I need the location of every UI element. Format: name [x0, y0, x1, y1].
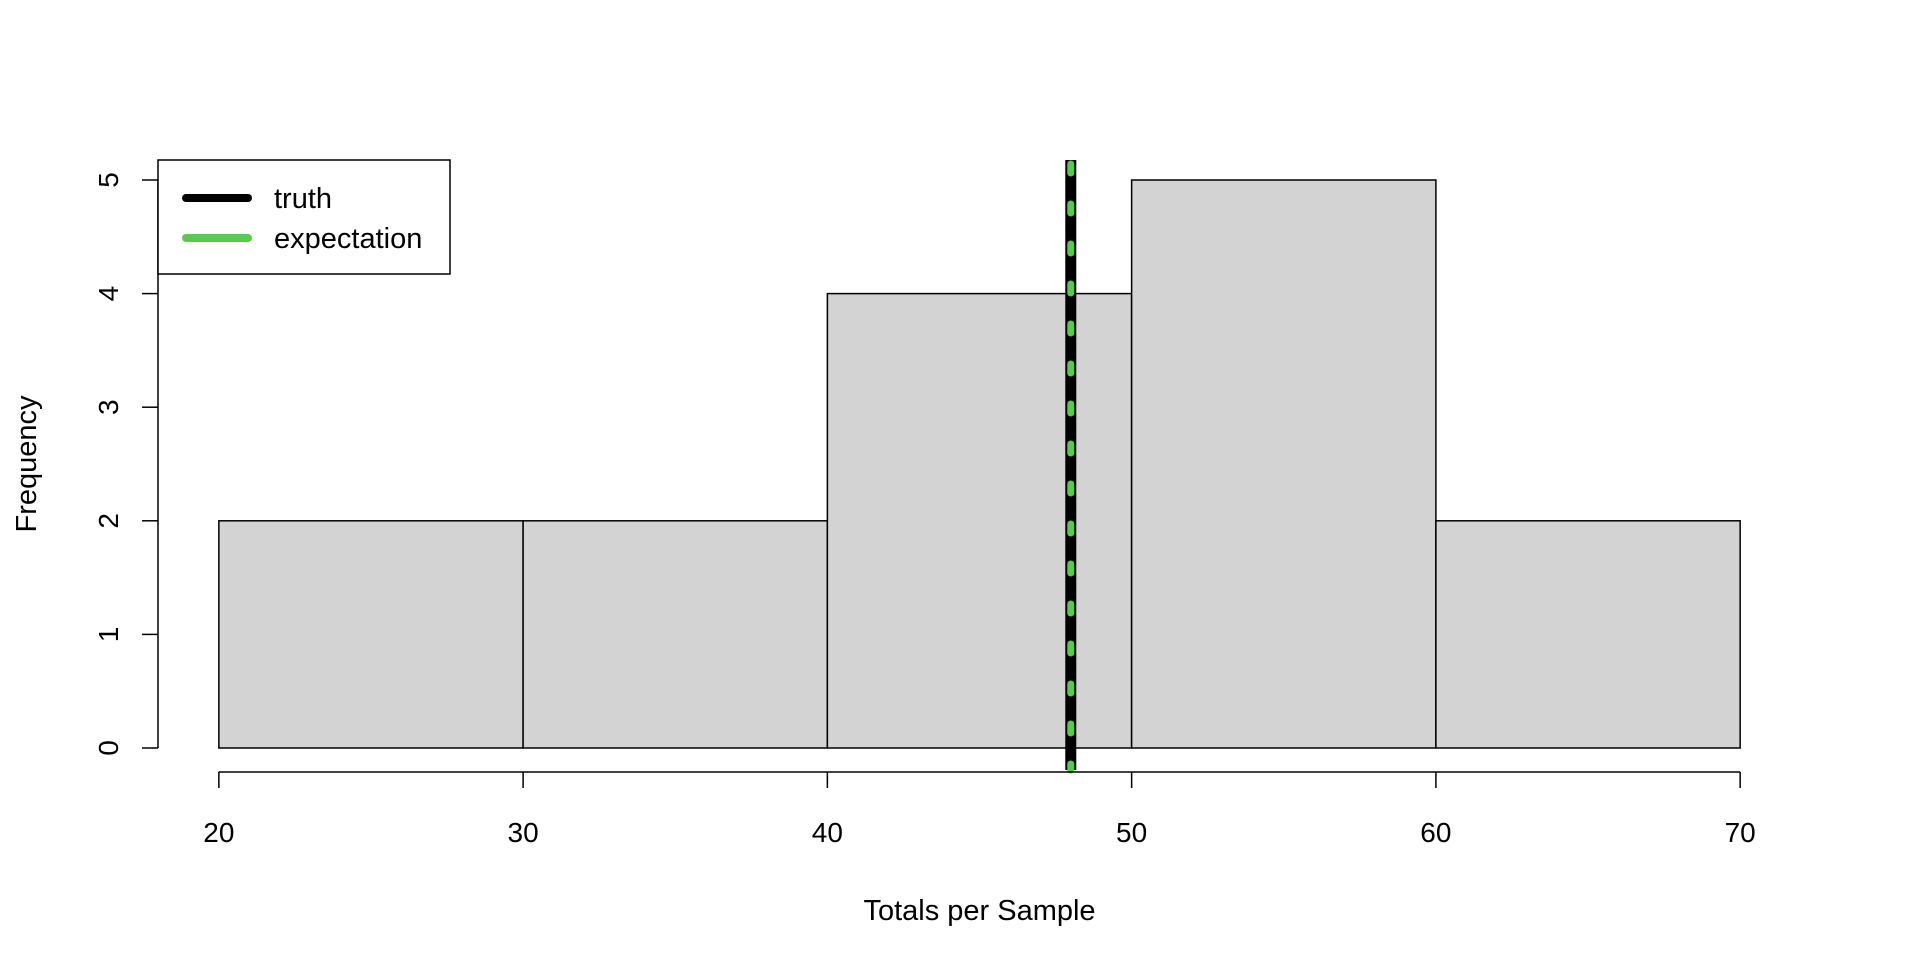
- x-tick-label-70: 70: [1725, 817, 1756, 848]
- x-axis-title: Totals per Sample: [863, 895, 1095, 927]
- histogram-bar-50-60: [1130, 179, 1437, 749]
- y-tick-label-1: 1: [93, 627, 124, 643]
- histogram-bar-60-70: [1435, 520, 1741, 749]
- x-axis: 20 30 40 50 60 70: [203, 771, 1756, 848]
- legend-label-expectation: expectation: [274, 223, 422, 255]
- y-tick-label-3: 3: [93, 399, 124, 415]
- x-tick-label-40: 40: [812, 817, 843, 848]
- histogram-bar-20-30: [218, 520, 524, 749]
- y-axis-title: Frequency: [11, 395, 43, 533]
- histogram-bar-40-50: [826, 292, 1133, 749]
- x-tick-label-20: 20: [203, 817, 234, 848]
- x-tick-label-50: 50: [1116, 817, 1147, 848]
- x-tick-label-30: 30: [508, 817, 539, 848]
- legend-box: [157, 159, 451, 275]
- bars-group: [218, 179, 1741, 749]
- y-tick-label-4: 4: [93, 286, 124, 302]
- y-tick-label-0: 0: [93, 740, 124, 756]
- y-tick-label-5: 5: [93, 172, 124, 188]
- x-tick-label-60: 60: [1420, 817, 1451, 848]
- legend-label-truth: truth: [274, 183, 332, 215]
- histogram-bar-30-40: [522, 520, 829, 749]
- y-tick-label-2: 2: [93, 513, 124, 529]
- legend: truth expectation: [157, 159, 451, 275]
